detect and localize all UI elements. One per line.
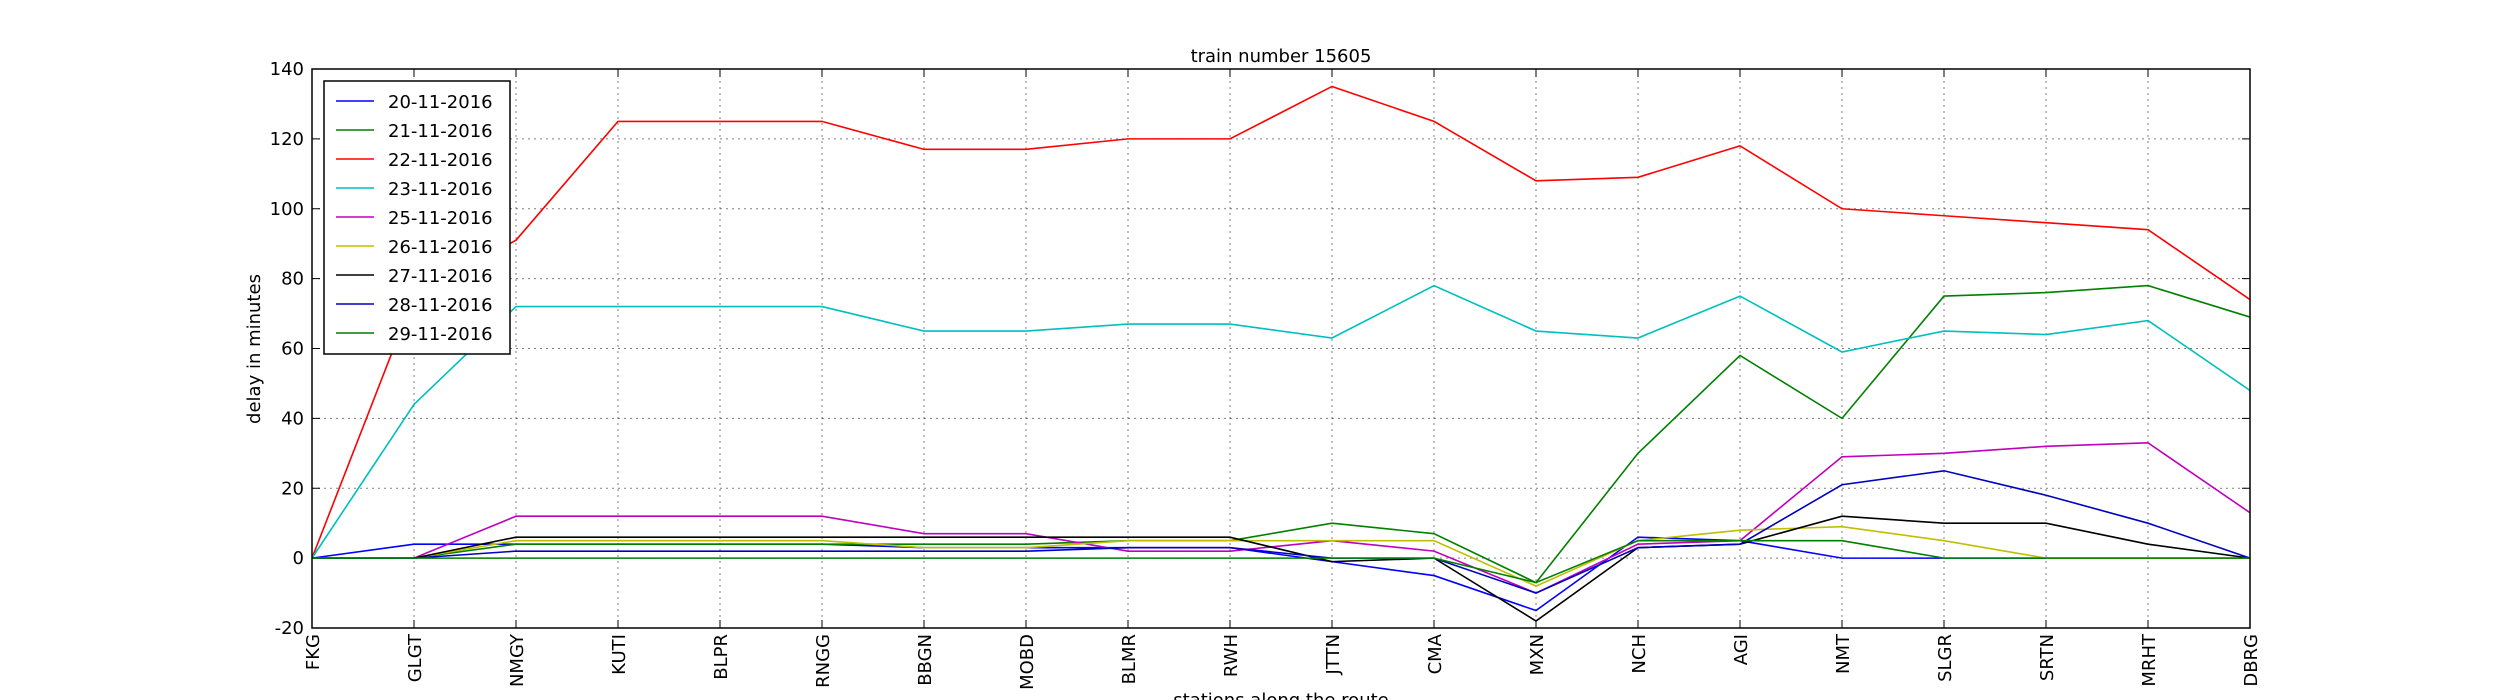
x-tick-label: JTTN (1323, 634, 1344, 675)
y-tick-label: 40 (281, 408, 304, 429)
x-tick-label: BLMR (1119, 634, 1140, 684)
series-line (312, 284, 2251, 584)
y-tick-label: 20 (281, 478, 304, 499)
legend-label: 25-11-2016 (388, 208, 493, 229)
legend-label: 28-11-2016 (388, 295, 493, 316)
x-tick-label: NMT (1833, 633, 1854, 674)
x-tick-label: MRHT (2139, 633, 2160, 687)
x-tick-label: MXN (1527, 634, 1548, 675)
legend-label: 22-11-2016 (388, 150, 493, 171)
legend-label: 27-11-2016 (388, 266, 493, 287)
x-tick-label: NMGY (507, 633, 528, 687)
y-tick-label: 120 (270, 129, 304, 150)
series-line (312, 539, 2250, 584)
legend: 20-11-2016 21-11-2016 22-11-2016 23-11-2016… (323, 80, 511, 355)
plot-frame (311, 68, 2251, 629)
legend-label: 26-11-2016 (388, 237, 493, 258)
y-tick-label: 100 (270, 199, 304, 220)
x-axis-label: stations along the route (1173, 690, 1388, 700)
x-tick-label: DBRG (2241, 634, 2262, 687)
chart-title: train number 15605 (1191, 46, 1372, 67)
series-line (312, 469, 2251, 594)
y-axis-label: delay in minutes (244, 274, 265, 424)
x-tick-label: GLGT (405, 633, 426, 682)
y-tick-label: 60 (281, 339, 304, 360)
series-line (312, 515, 2251, 622)
x-tick-label: SLGR (1935, 634, 1956, 682)
series-line (312, 442, 2251, 594)
x-tick-label: BLPR (711, 634, 732, 680)
x-tick-label: MOBD (1017, 634, 1038, 690)
legend-label: 23-11-2016 (388, 179, 493, 200)
legend-label: 29-11-2016 (388, 324, 493, 345)
y-tick-label: 80 (281, 269, 304, 290)
legend-label: 20-11-2016 (388, 92, 493, 113)
y-tick-label: -20 (275, 618, 304, 639)
series-line (311, 85, 2251, 559)
x-tick-label: FKG (303, 634, 324, 670)
x-tick-label: NCH (1629, 634, 1650, 674)
series-line (311, 284, 2251, 559)
series-line (312, 525, 2250, 587)
y-tick-label: 0 (293, 548, 304, 569)
legend-label: 21-11-2016 (388, 121, 493, 142)
x-tick-label: BBGN (915, 634, 936, 686)
x-tick-label: AGI (1731, 634, 1752, 665)
y-tick-label: 140 (270, 59, 304, 80)
x-tick-label: KUTI (609, 634, 630, 675)
x-tick-label: RNGG (813, 634, 834, 688)
x-tick-label: RWH (1221, 634, 1242, 677)
x-tick-label: CMA (1425, 633, 1446, 674)
x-tick-label: SRTN (2037, 634, 2058, 681)
